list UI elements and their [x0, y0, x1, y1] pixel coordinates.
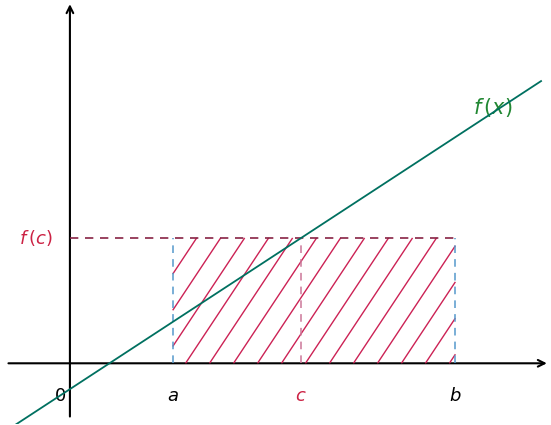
Text: $c$: $c$ — [295, 388, 307, 405]
Text: $f\,(c)$: $f\,(c)$ — [19, 228, 53, 248]
Text: $0$: $0$ — [53, 388, 66, 405]
Text: $f\,(x)$: $f\,(x)$ — [473, 96, 512, 119]
Text: $b$: $b$ — [449, 388, 462, 405]
Text: $a$: $a$ — [167, 388, 179, 405]
